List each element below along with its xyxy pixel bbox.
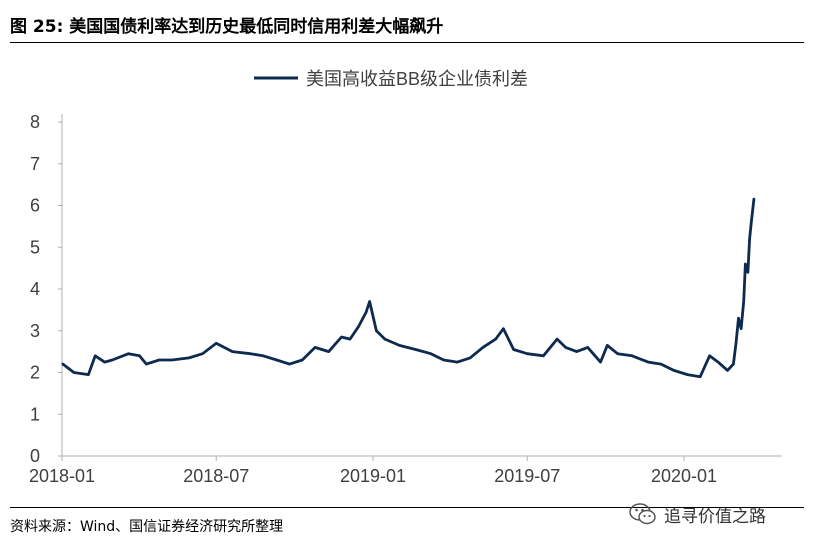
data-point [726,369,729,372]
source-rule [10,507,804,508]
data-point [414,348,417,351]
title-rule [10,42,804,43]
data-point [72,371,76,374]
y-tick-label: 4 [30,279,40,299]
data-point [586,346,589,349]
y-tick-label: 7 [30,154,40,174]
x-tick-label: 2019-01 [340,466,406,486]
legend-label: 美国高收益BB级企业债利差 [306,69,528,89]
x-tick-label: 2018-01 [29,466,95,486]
data-point [512,348,515,351]
data-point [215,342,218,345]
data-point [275,358,278,362]
data-point [61,362,65,366]
series-line [61,197,756,379]
data-point [746,271,750,274]
data-point [575,350,578,353]
data-point [103,360,106,364]
data-point [348,337,352,341]
data-point [750,221,753,224]
data-point [288,362,291,366]
data-point [734,342,738,345]
data-point [647,360,650,364]
data-point [542,354,545,357]
data-point [301,358,304,362]
data-point [468,356,472,360]
data-point [659,362,663,366]
data-point [555,337,559,341]
y-tick-label: 2 [30,363,40,383]
figure-title: 图 25: 美国国债利率达到历史最低同时信用利差大幅飙升 [10,17,444,37]
data-point [357,325,360,328]
data-point [599,360,602,364]
data-point [327,350,330,353]
data-point [340,335,343,339]
data-point [752,198,756,201]
y-tick-label: 8 [30,112,40,132]
data-point [672,369,675,372]
data-point [111,358,114,362]
data-point [737,317,740,320]
x-tick-label: 2018-07 [183,466,249,486]
data-point [364,310,368,314]
data-point [716,360,720,364]
data-point [606,344,609,347]
data-point [630,354,634,357]
data-point [383,337,387,341]
data-point [699,375,702,378]
wechat-icon [629,503,656,525]
y-tick-label: 3 [30,321,40,341]
data-point [442,358,445,362]
data-point [526,352,529,355]
watermark: 追寻价值之路 [628,500,798,528]
x-tick-label: 2020-01 [651,466,717,486]
data-point [502,327,505,330]
data-point [94,354,97,357]
data-point [398,344,401,347]
data-point [739,327,743,330]
data-point [744,262,747,266]
x-tick-label: 2019-07 [494,466,560,486]
data-point [742,300,745,303]
data-point [145,362,148,366]
data-point [157,358,161,362]
data-point [187,356,191,360]
data-point [494,337,497,341]
data-point [231,350,234,353]
data-point [481,346,485,349]
data-point [87,373,90,376]
y-tick-label: 1 [30,404,40,424]
data-point [127,352,130,355]
data-point [456,360,459,364]
data-point [616,352,619,355]
source-note: 资料来源：Wind、国信证券经济研究所整理 [10,519,284,535]
y-tick-label: 5 [30,237,40,257]
data-point [429,352,433,355]
y-tick-label: 0 [30,446,40,466]
line-chart: 0 1 2 3 4 5 6 7 8 2018-01 2018-07 2019-01 2019-07 202… [29,69,782,486]
data-point [313,346,317,349]
data-point [261,354,265,357]
data-point [138,354,141,357]
y-tick-label: 6 [30,196,40,216]
data-point [249,352,252,355]
data-point [732,362,735,366]
data-point [686,373,689,376]
data-point [170,358,174,362]
data-point [708,354,711,357]
data-point [368,300,371,303]
data-point [748,237,751,241]
data-point [201,352,204,355]
data-point [375,329,378,332]
data-point [564,346,567,349]
watermark-text: 追寻价值之路 [664,506,766,527]
